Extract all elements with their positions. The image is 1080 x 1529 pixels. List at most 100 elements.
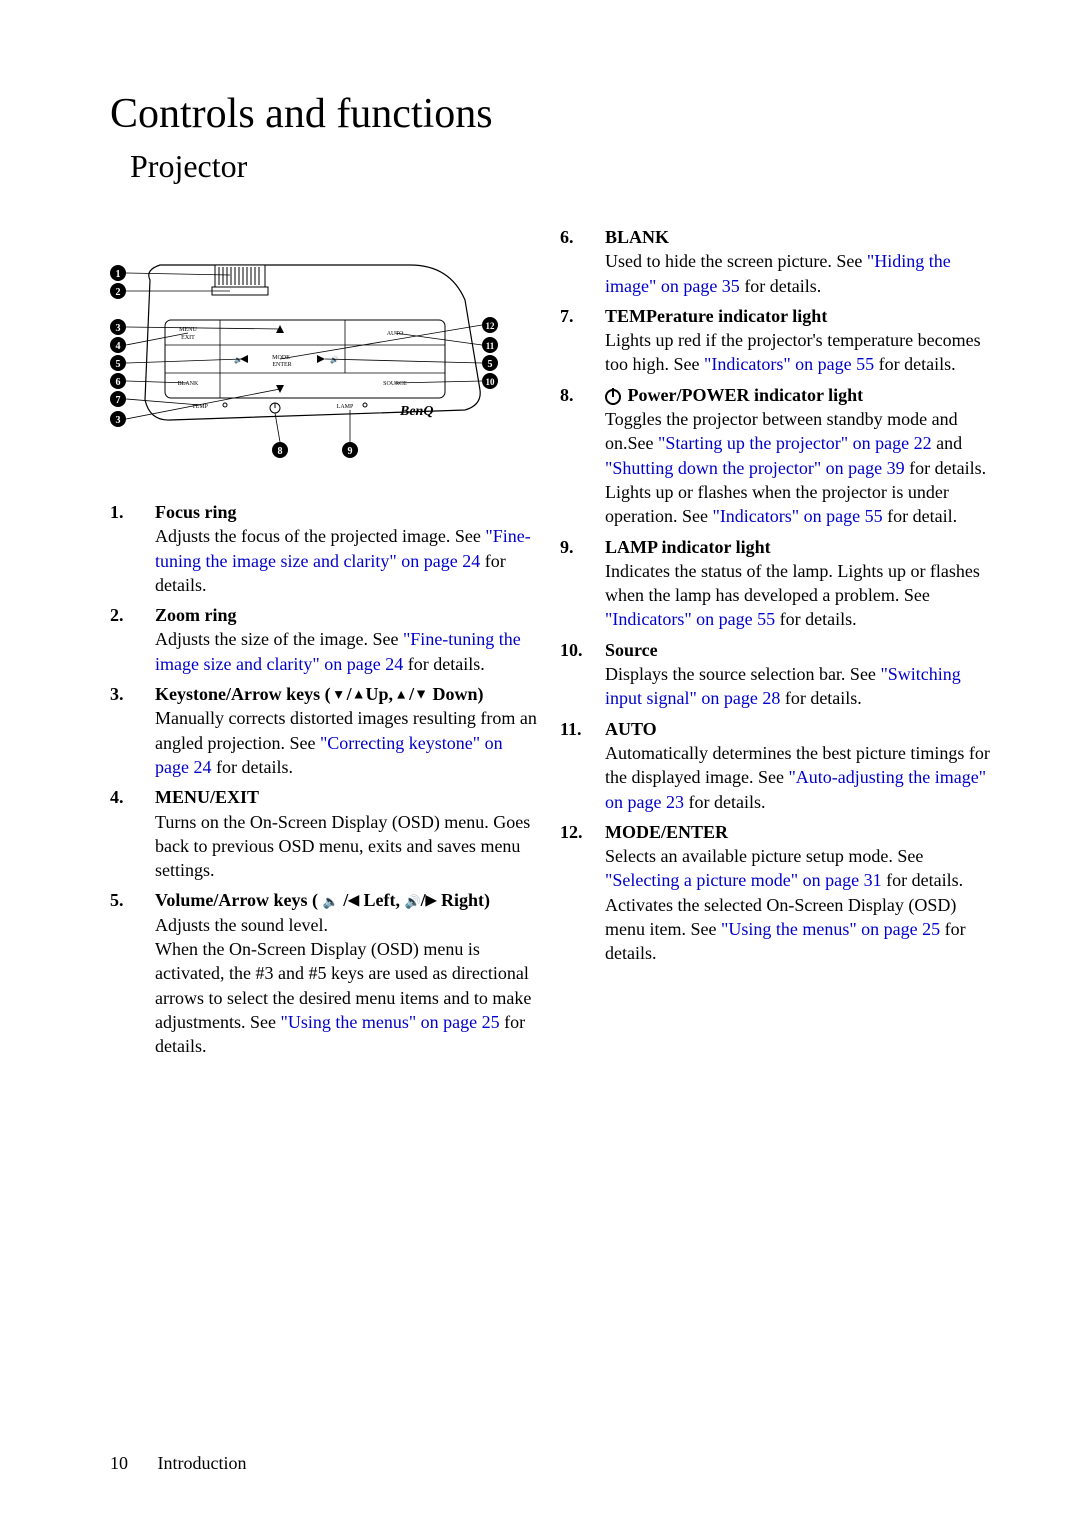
item-heading: AUTO (605, 717, 990, 741)
item-body: Keystone/Arrow keys ( ▾ /▲Up, ▴ /▼ Down)… (155, 682, 540, 779)
list-item: 6.BLANKUsed to hide the screen picture. … (560, 225, 990, 298)
text-run: for details. (780, 688, 861, 708)
svg-text:BenQ: BenQ (399, 404, 433, 419)
item-description: Selects an available picture setup mode.… (605, 844, 990, 965)
item-body: Focus ringAdjusts the focus of the proje… (155, 500, 540, 597)
item-description: Adjusts the focus of the projected image… (155, 524, 540, 597)
text-run: Adjusts the sound level. (155, 915, 328, 935)
text-run: Displays the source selection bar. See (605, 664, 880, 684)
item-heading: LAMP indicator light (605, 535, 990, 559)
svg-text:3: 3 (116, 415, 121, 426)
list-item: 12.MODE/ENTERSelects an available pictur… (560, 820, 990, 966)
svg-text:11: 11 (486, 341, 495, 351)
item-number: 9. (560, 535, 605, 632)
text-run: Adjusts the size of the image. See (155, 629, 403, 649)
list-item: 3.Keystone/Arrow keys ( ▾ /▲Up, ▴ /▼ Dow… (110, 682, 540, 779)
cross-reference-link[interactable]: "Indicators" on page 55 (704, 354, 874, 374)
volume-low-icon: 🔈 (323, 895, 339, 910)
item-body: SourceDisplays the source selection bar.… (605, 638, 990, 711)
item-number: 10. (560, 638, 605, 711)
cross-reference-link[interactable]: "Starting up the projector" on page 22 (658, 433, 932, 453)
cross-reference-link[interactable]: "Selecting a picture mode" on page 31 (605, 870, 882, 890)
item-description: Turns on the On-Screen Display (OSD) men… (155, 810, 540, 883)
text-run: Adjusts the focus of the projected image… (155, 526, 485, 546)
item-description: Displays the source selection bar. See "… (605, 662, 990, 711)
item-number: 11. (560, 717, 605, 814)
volume-high-icon: 🔊 (404, 895, 420, 910)
item-number: 6. (560, 225, 605, 298)
item-number: 5. (110, 888, 155, 1058)
left-column: MENU EXIT MODE ENTER AUTO BLANK SOURCE T… (110, 225, 540, 1065)
item-number: 12. (560, 820, 605, 966)
svg-text:8: 8 (278, 446, 283, 457)
projector-diagram: MENU EXIT MODE ENTER AUTO BLANK SOURCE T… (70, 225, 540, 470)
svg-text:🔈: 🔈 (234, 356, 243, 364)
item-description: Toggles the projector between standby mo… (605, 407, 990, 528)
item-body: MENU/EXITTurns on the On-Screen Display … (155, 785, 540, 882)
sub-title: Projector (130, 148, 1020, 185)
text-run: for detail. (883, 506, 957, 526)
cross-reference-link[interactable]: "Shutting down the projector" on page 39 (605, 458, 905, 478)
text-run: Indicates the status of the lamp. Lights… (605, 561, 980, 605)
svg-text:SOURCE: SOURCE (383, 381, 407, 387)
text-run: for details. (403, 654, 484, 674)
list-item: 5.Volume/Arrow keys ( 🔈 /◀ Left, 🔊/▶ Rig… (110, 888, 540, 1058)
cross-reference-link[interactable]: "Using the menus" on page 25 (280, 1012, 499, 1032)
item-number: 3. (110, 682, 155, 779)
svg-text:4: 4 (116, 341, 121, 352)
text-run: Turns on the On-Screen Display (OSD) men… (155, 812, 530, 881)
svg-text:5: 5 (116, 359, 121, 370)
item-body: MODE/ENTERSelects an available picture s… (605, 820, 990, 966)
keystone-wide-icon: ▴ (398, 688, 405, 703)
list-item: 2.Zoom ringAdjusts the size of the image… (110, 603, 540, 676)
item-description: Used to hide the screen picture. See "Hi… (605, 249, 990, 298)
item-description: Manually corrects distorted images resul… (155, 706, 540, 779)
item-body: Volume/Arrow keys ( 🔈 /◀ Left, 🔊/▶ Right… (155, 888, 540, 1058)
down-arrow-icon: ▼ (414, 688, 428, 703)
item-number: 2. (110, 603, 155, 676)
text-run: for details. (775, 609, 856, 629)
list-item: 11.AUTOAutomatically determines the best… (560, 717, 990, 814)
svg-text:1: 1 (116, 269, 121, 280)
svg-text:7: 7 (116, 395, 121, 406)
text-run: for details. (684, 792, 765, 812)
svg-text:BLANK: BLANK (178, 381, 199, 387)
text-run: for details. (874, 354, 955, 374)
text-run: Selects an available picture setup mode.… (605, 846, 923, 866)
main-title: Controls and functions (110, 90, 1020, 138)
item-heading: Keystone/Arrow keys ( ▾ /▲Up, ▴ /▼ Down) (155, 682, 540, 706)
list-item: 4.MENU/EXITTurns on the On-Screen Displa… (110, 785, 540, 882)
right-arrow-icon: ▶ (426, 894, 437, 909)
projector-svg: MENU EXIT MODE ENTER AUTO BLANK SOURCE T… (70, 225, 500, 465)
svg-text:10: 10 (486, 377, 496, 387)
item-number: 4. (110, 785, 155, 882)
item-heading: Volume/Arrow keys ( 🔈 /◀ Left, 🔊/▶ Right… (155, 888, 540, 912)
svg-text:2: 2 (116, 287, 121, 298)
list-item: 8. Power/POWER indicator lightToggles th… (560, 383, 990, 529)
cross-reference-link[interactable]: "Using the menus" on page 25 (721, 919, 940, 939)
item-body: LAMP indicator lightIndicates the status… (605, 535, 990, 632)
text-run: and (932, 433, 963, 453)
item-body: TEMPerature indicator lightLights up red… (605, 304, 990, 377)
item-number: 1. (110, 500, 155, 597)
left-arrow-icon: ◀ (348, 894, 359, 909)
list-item: 7.TEMPerature indicator lightLights up r… (560, 304, 990, 377)
item-heading: Source (605, 638, 990, 662)
item-description: Automatically determines the best pictur… (605, 741, 990, 814)
cross-reference-link[interactable]: "Indicators" on page 55 (712, 506, 882, 526)
up-arrow-icon: ▲ (352, 688, 366, 703)
svg-text:6: 6 (116, 377, 121, 388)
right-items-list: 6.BLANKUsed to hide the screen picture. … (560, 225, 990, 966)
list-item: 9.LAMP indicator lightIndicates the stat… (560, 535, 990, 632)
text-run: for details. (882, 870, 963, 890)
footer-page-number: 10 (110, 1453, 128, 1473)
svg-text:LAMP: LAMP (337, 404, 354, 410)
cross-reference-link[interactable]: "Indicators" on page 55 (605, 609, 775, 629)
svg-text:12: 12 (486, 321, 496, 331)
item-body: Zoom ringAdjusts the size of the image. … (155, 603, 540, 676)
left-items-list: 1.Focus ringAdjusts the focus of the pro… (110, 500, 540, 1059)
power-icon (605, 389, 621, 405)
list-item: 10.SourceDisplays the source selection b… (560, 638, 990, 711)
item-description: Lights up red if the projector's tempera… (605, 328, 990, 377)
text-run: Used to hide the screen picture. See (605, 251, 867, 271)
